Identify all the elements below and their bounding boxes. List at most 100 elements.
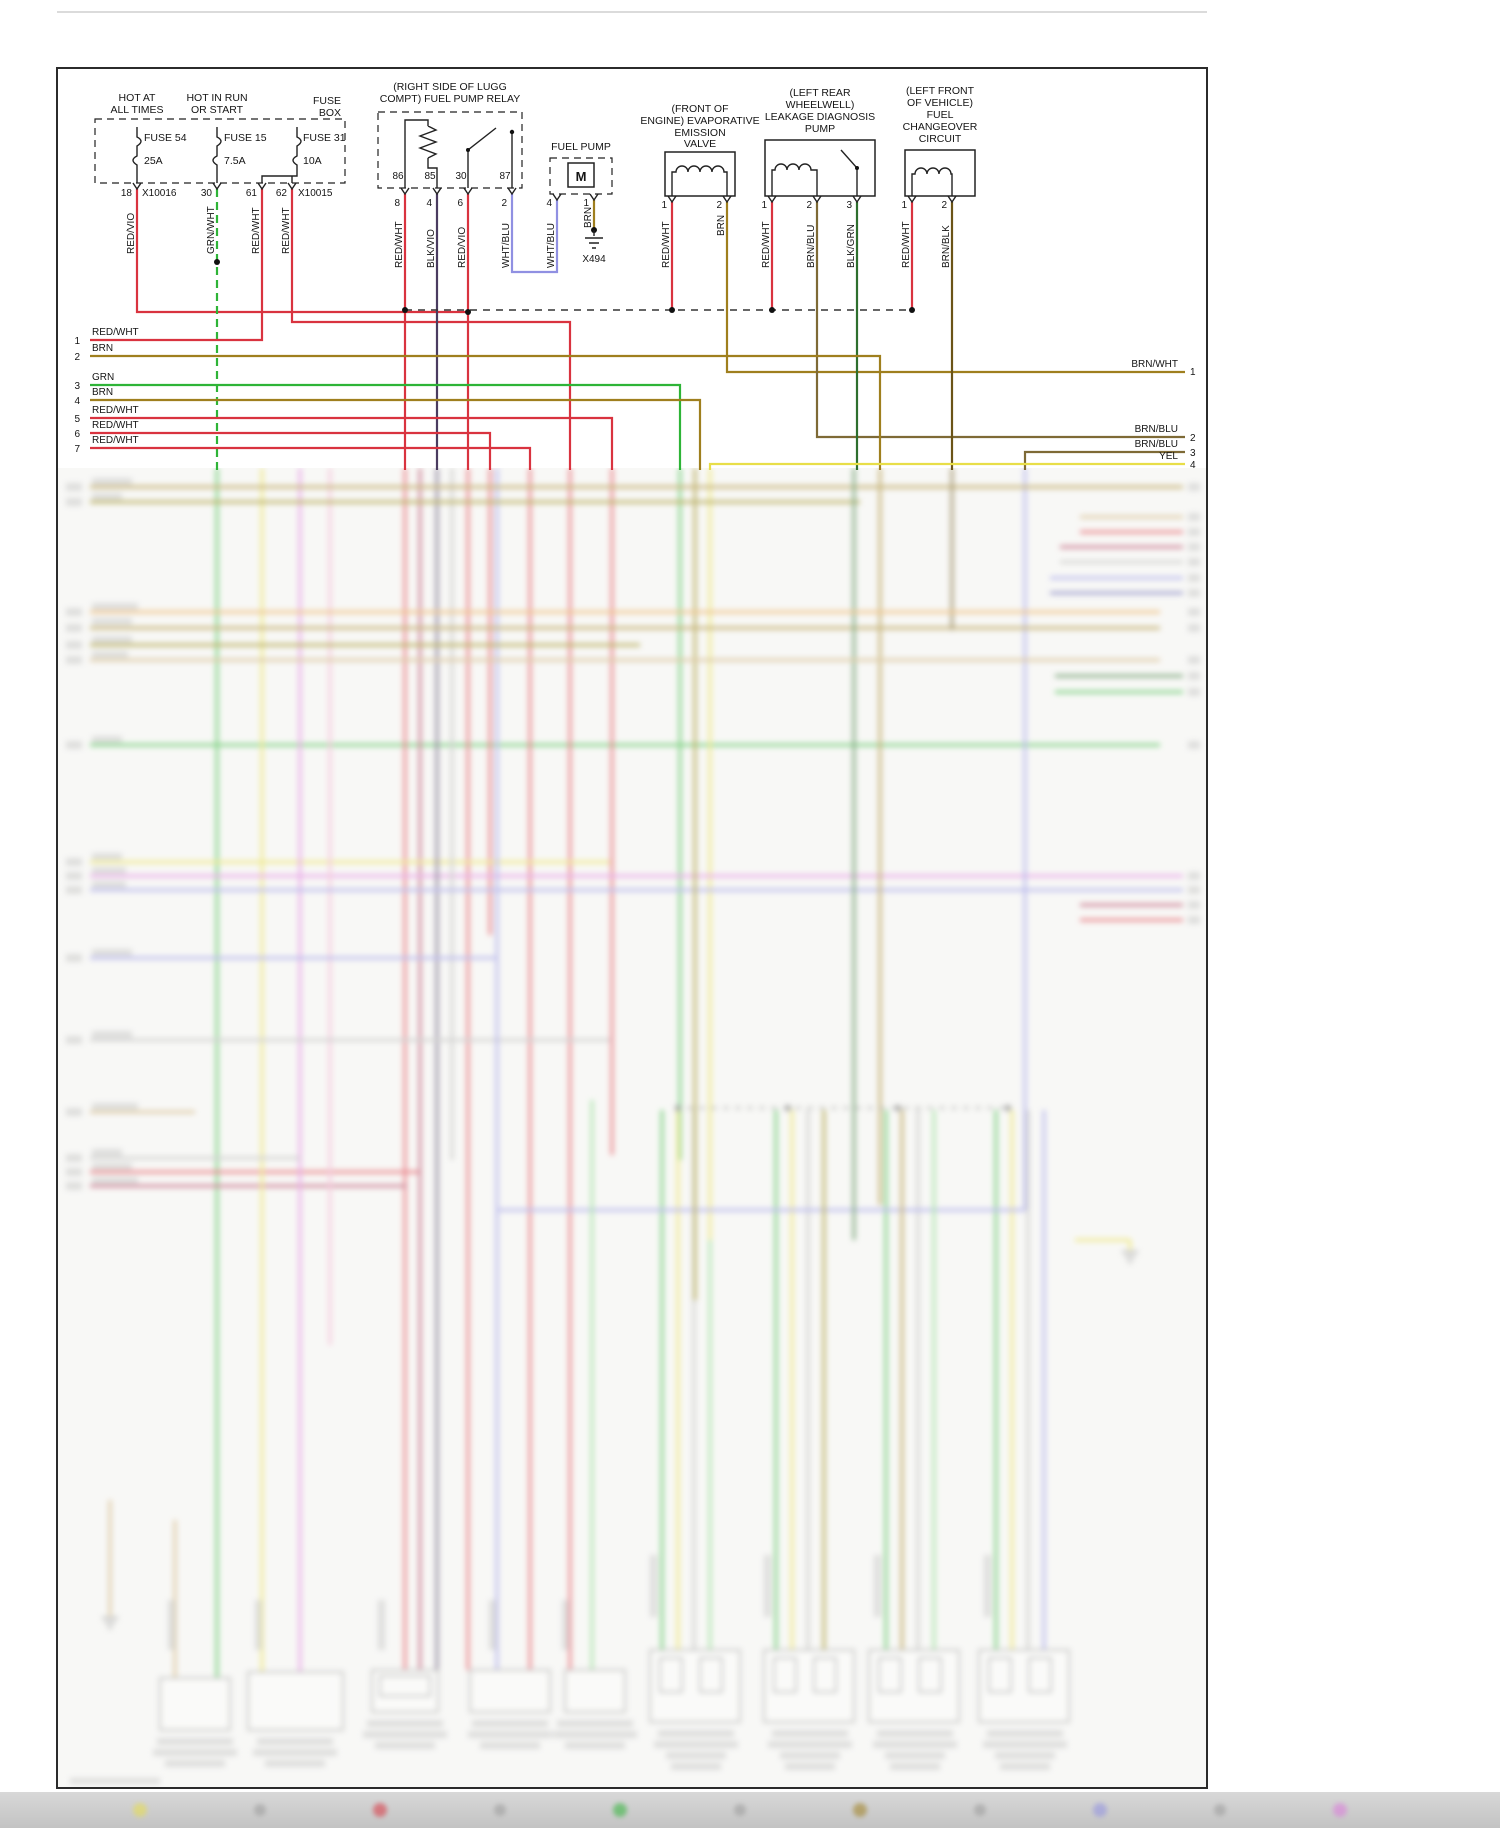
ground-id: X494 <box>582 254 606 265</box>
changeover-title: CIRCUIT <box>919 133 962 145</box>
wire-color-label: WHT/BLU <box>546 223 557 268</box>
bottom-strip-smudges <box>133 1803 1347 1817</box>
fuse15-amps: 7.5A <box>224 155 246 167</box>
fuse31-name: FUSE 31 <box>303 132 346 144</box>
row-wire-label: BRN/BLU <box>1135 424 1178 435</box>
valve-exit-arrows <box>667 195 732 204</box>
wire-wht-blu-fuel-pump <box>510 194 559 274</box>
relay-title: (RIGHT SIDE OF LUGG <box>393 81 507 93</box>
motor-symbol: M <box>576 169 587 184</box>
row-number: 6 <box>74 429 80 440</box>
fuse-symbols <box>132 127 302 183</box>
connector-pin: 2 <box>716 200 722 211</box>
connector-pin: 1 <box>901 200 907 211</box>
wire-color-label: BLK/VIO <box>426 229 437 268</box>
wire-color-label: RED/VIO <box>126 213 137 254</box>
wires <box>90 189 1185 470</box>
wire-color-label: RED/WHT <box>661 221 672 268</box>
pin-number: 18 <box>121 188 133 199</box>
fuse-box-exit-arrows <box>132 182 297 191</box>
wire-color-label: WHT/BLU <box>501 223 512 268</box>
row-number: 7 <box>74 444 80 455</box>
wire-row2-brn <box>90 354 882 470</box>
wire-color-label: RED/VIO <box>457 227 468 268</box>
ground-symbol <box>585 230 603 249</box>
wire-row6-red-wht <box>90 431 492 470</box>
fuel-pump-exit-arrows <box>552 193 599 202</box>
wire-evap-valve-brn <box>725 202 1185 374</box>
valve-title: (FRONT OF <box>672 103 729 115</box>
pin-number: 61 <box>246 188 258 199</box>
changeover-title: (LEFT FRONT <box>906 85 975 97</box>
connector-pin: 3 <box>846 200 852 211</box>
row-number: 2 <box>74 352 80 363</box>
row-wire-label: YEL <box>1159 451 1178 462</box>
blurred-lower-diagram <box>58 468 1206 1788</box>
wire-fuse61-red-wht <box>90 189 264 342</box>
valve-title: EMISSION <box>674 127 725 139</box>
fuel-pump-relay: (RIGHT SIDE OF LUGG COMPT) FUEL PUMP REL… <box>377 81 523 268</box>
row-wire-label: RED/WHT <box>92 420 139 431</box>
blurred-connectors <box>159 1649 1070 1731</box>
relay-coil-and-contact <box>404 119 513 188</box>
wire-color-label: BRN <box>716 215 727 236</box>
row-number: 3 <box>1190 448 1196 459</box>
wire-color-label: RED/WHT <box>281 207 292 254</box>
fuse54-name: FUSE 54 <box>144 132 187 144</box>
wire-leak-pump-brn-blu <box>815 202 1185 439</box>
row-wire-label: RED/WHT <box>92 327 139 338</box>
wire-row5-red-wht <box>90 416 614 470</box>
changeover-title: FUEL <box>927 109 954 121</box>
relay-title: COMPT) FUEL PUMP RELAY <box>380 93 520 105</box>
row-number: 1 <box>74 336 80 347</box>
diagram-border <box>56 67 1208 1789</box>
row-number: 1 <box>1190 367 1196 378</box>
row-number: 4 <box>74 396 80 407</box>
row-number: 4 <box>1190 460 1196 471</box>
pump-title: WHEELWELL) <box>786 99 855 111</box>
wire-fuse62-red-wht <box>290 189 572 470</box>
row-number: 3 <box>74 381 80 392</box>
fuse54-amps: 25A <box>144 155 163 167</box>
connector-id: X10016 <box>142 188 177 199</box>
row-wire-label: BRN <box>92 343 113 354</box>
row-wire-label: BRN/WHT <box>1131 359 1178 370</box>
relay-pin: 85 <box>424 171 436 182</box>
left-wire-rows: 1 RED/WHT 2 BRN 3 GRN 4 BRN 5 RED/WHT 6 … <box>74 327 138 455</box>
row-number: 5 <box>74 414 80 425</box>
connector-pin: 1 <box>661 200 667 211</box>
hot-at-label: ALL TIMES <box>110 104 163 116</box>
fuse31-amps: 10A <box>303 155 322 167</box>
row-wire-label: GRN <box>92 372 114 383</box>
wire-color-label: BRN/BLU <box>806 225 817 268</box>
fuel-pump-title: FUEL PUMP <box>551 141 611 153</box>
wire-row4-brn <box>90 398 702 470</box>
connector-pin: 8 <box>394 198 400 209</box>
wire-color-label: BRN/BLK <box>941 225 952 268</box>
connector-pin: 6 <box>457 198 463 209</box>
hot-in-run-label: OR START <box>191 104 244 116</box>
row-wire-label: BRN/BLU <box>1135 439 1178 450</box>
wire-row7-red-wht <box>90 446 532 470</box>
hot-at-label: HOT AT <box>119 92 157 104</box>
wire-color-label: BRN <box>583 207 594 228</box>
changeover-title: CHANGEOVER <box>903 121 978 133</box>
row-number: 2 <box>1190 433 1196 444</box>
hot-in-run-label: HOT IN RUN <box>186 92 247 104</box>
pump-title: (LEFT REAR <box>789 87 850 99</box>
valve-title: ENGINE) EVAPORATIVE <box>640 115 759 127</box>
page-bottom-strip <box>0 1792 1500 1828</box>
connector-id: X10015 <box>298 188 333 199</box>
wire-color-label: RED/WHT <box>761 221 772 268</box>
pin-number: 62 <box>276 188 288 199</box>
blurred-wires <box>90 468 1183 1678</box>
relay-exit-arrows <box>400 187 517 196</box>
connector-pin: 2 <box>501 198 507 209</box>
wire-color-label: BLK/GRN <box>846 224 857 268</box>
right-wire-rows: BRN/WHT 1 BRN/BLU 2 BRN/BLU 3 YEL 4 <box>1131 359 1196 471</box>
pin-number: 30 <box>201 188 213 199</box>
connector-pin: 4 <box>546 198 552 209</box>
fuse-box-label: FUSE <box>313 95 341 107</box>
evaporative-emission-valve: (FRONT OF ENGINE) EVAPORATIVE EMISSION V… <box>640 103 759 268</box>
